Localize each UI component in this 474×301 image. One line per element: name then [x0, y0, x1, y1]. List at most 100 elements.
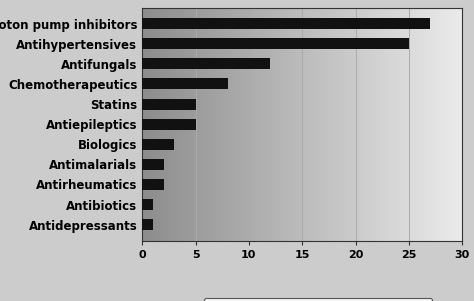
Bar	[170, 8, 171, 241]
Bar	[389, 8, 390, 241]
Bar	[168, 8, 169, 241]
Bar	[142, 98, 195, 110]
Bar	[150, 8, 151, 241]
Bar	[432, 8, 433, 241]
Bar	[284, 8, 285, 241]
Bar	[245, 8, 246, 241]
Bar	[199, 8, 200, 241]
Bar	[337, 8, 338, 241]
Bar	[327, 8, 328, 241]
Bar	[236, 8, 237, 241]
Bar	[258, 8, 259, 241]
Bar	[267, 8, 268, 241]
Bar	[413, 8, 414, 241]
Bar	[264, 8, 265, 241]
Bar	[393, 8, 394, 241]
Bar	[434, 8, 436, 241]
Bar	[349, 8, 350, 241]
Bar	[420, 8, 422, 241]
Bar	[273, 8, 274, 241]
Bar	[323, 8, 325, 241]
Bar	[364, 8, 365, 241]
Bar	[444, 8, 445, 241]
Bar	[387, 8, 389, 241]
Bar	[246, 8, 248, 241]
Bar	[404, 8, 406, 241]
Bar	[292, 8, 294, 241]
Bar	[336, 8, 337, 241]
Bar	[176, 8, 177, 241]
Bar	[438, 8, 439, 241]
Bar	[450, 8, 451, 241]
Bar	[325, 8, 326, 241]
Bar	[256, 8, 257, 241]
Bar	[190, 8, 191, 241]
Bar	[280, 8, 281, 241]
Bar	[208, 8, 210, 241]
Bar	[169, 8, 170, 241]
Bar	[392, 8, 393, 241]
Bar	[342, 8, 343, 241]
Bar	[259, 8, 261, 241]
Bar	[315, 8, 316, 241]
Bar	[319, 8, 320, 241]
Bar	[296, 8, 297, 241]
Bar	[257, 8, 258, 241]
Legend: Number of patients with DI-CLE: Number of patients with DI-CLE	[204, 298, 432, 301]
Bar	[248, 8, 249, 241]
Bar	[171, 8, 172, 241]
Bar	[395, 8, 396, 241]
Bar	[177, 8, 178, 241]
Bar	[447, 8, 448, 241]
Bar	[442, 8, 443, 241]
Bar	[155, 8, 156, 241]
Bar	[220, 8, 221, 241]
Bar	[239, 8, 240, 241]
Bar	[151, 8, 152, 241]
Bar	[222, 8, 223, 241]
Bar	[332, 8, 333, 241]
Bar	[390, 8, 391, 241]
Bar	[227, 8, 228, 241]
Bar	[252, 8, 253, 241]
Bar	[212, 8, 214, 241]
Bar	[263, 8, 264, 241]
Bar	[363, 8, 364, 241]
Bar	[201, 8, 202, 241]
Bar	[431, 8, 432, 241]
Bar	[188, 8, 189, 241]
Bar	[200, 8, 201, 241]
Bar	[304, 8, 305, 241]
Bar	[186, 8, 187, 241]
Bar	[147, 8, 148, 241]
Bar	[207, 8, 209, 241]
Bar	[269, 8, 270, 241]
Bar	[270, 8, 271, 241]
Bar	[233, 8, 234, 241]
Bar	[419, 8, 420, 241]
Bar	[232, 8, 233, 241]
Bar	[383, 8, 384, 241]
Bar	[441, 8, 442, 241]
Bar	[380, 8, 381, 241]
Bar	[180, 8, 181, 241]
Bar	[401, 8, 402, 241]
Bar	[142, 199, 153, 210]
Bar	[360, 8, 361, 241]
Bar	[240, 8, 241, 241]
Bar	[285, 8, 286, 241]
Bar	[433, 8, 434, 241]
Bar	[204, 8, 205, 241]
Bar	[253, 8, 254, 241]
Bar	[234, 8, 235, 241]
Bar	[329, 8, 330, 241]
Bar	[386, 8, 387, 241]
Bar	[302, 8, 303, 241]
Bar	[408, 8, 409, 241]
Bar	[266, 8, 267, 241]
Bar	[228, 8, 229, 241]
Bar	[174, 8, 175, 241]
Bar	[223, 8, 224, 241]
Bar	[211, 8, 212, 241]
Bar	[373, 8, 374, 241]
